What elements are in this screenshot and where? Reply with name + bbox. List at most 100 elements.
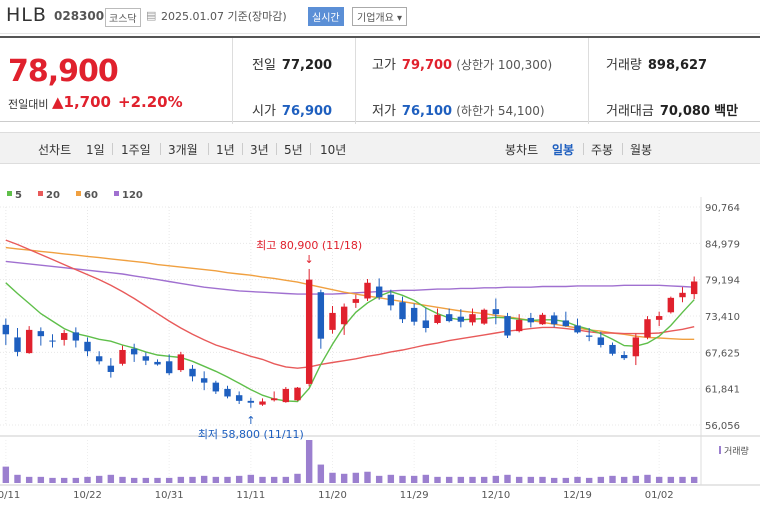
volume-bar bbox=[364, 471, 371, 483]
price-change: ▲1,700 bbox=[52, 93, 111, 111]
candle-body bbox=[469, 314, 476, 323]
tab-1w[interactable]: 1주일 bbox=[121, 143, 151, 157]
stock-name: HLB bbox=[6, 4, 47, 26]
y-tick-label: 73,410 bbox=[705, 312, 740, 323]
x-tick-label: 11/29 bbox=[400, 490, 429, 501]
tab-3y[interactable]: 3년 bbox=[250, 143, 269, 157]
tab-separator bbox=[160, 143, 161, 155]
stat-high-label: 고가 bbox=[372, 58, 396, 73]
tab-3m[interactable]: 3개월 bbox=[168, 143, 198, 157]
candle-body bbox=[562, 320, 570, 327]
volume-bar bbox=[84, 476, 91, 483]
candle-body bbox=[399, 302, 406, 320]
legend-swatch-ma60 bbox=[76, 191, 81, 196]
candle-body bbox=[60, 333, 68, 340]
candle-body bbox=[340, 306, 348, 325]
volume-bar bbox=[107, 474, 115, 483]
volume-bar bbox=[457, 476, 465, 483]
candle-body bbox=[212, 382, 220, 392]
price-summary: 78,900 전일대비 ▲1,700 +2.20% 전일 77,200 고가 79,… bbox=[0, 36, 760, 124]
tab-weekly[interactable]: 주봉 bbox=[591, 143, 614, 157]
volume-bar bbox=[212, 476, 220, 483]
tab-5y[interactable]: 5년 bbox=[284, 143, 303, 157]
candle-body bbox=[119, 349, 126, 364]
candle-body bbox=[480, 309, 488, 324]
candle-body bbox=[585, 335, 593, 337]
candle-body bbox=[632, 337, 640, 357]
tab-separator bbox=[583, 143, 584, 155]
candle-body bbox=[515, 319, 523, 332]
stat-amount-label: 거래대금 bbox=[606, 104, 654, 119]
candle-body bbox=[375, 286, 383, 298]
candle-body bbox=[224, 388, 231, 397]
compare-label: 전일대비 bbox=[8, 98, 49, 111]
candle-body bbox=[270, 398, 278, 401]
y-tick-label: 84,979 bbox=[705, 239, 740, 250]
low-arrow-icon: ↑ bbox=[246, 414, 255, 427]
volume-bar bbox=[200, 475, 208, 483]
candle-chart-label: 봉차트 bbox=[505, 143, 539, 157]
y-tick-label: 90,764 bbox=[705, 203, 740, 214]
stat-low-label: 저가 bbox=[372, 104, 396, 119]
volume-bar bbox=[352, 472, 360, 483]
candle-body bbox=[410, 307, 418, 322]
x-tick-label: 10/31 bbox=[155, 490, 184, 501]
tab-1d[interactable]: 1일 bbox=[86, 143, 105, 157]
volume-bar bbox=[189, 476, 196, 483]
candle-body bbox=[305, 279, 313, 384]
legend-label-ma5: 5 bbox=[15, 190, 22, 201]
candle-body bbox=[644, 319, 651, 338]
volume-bar bbox=[550, 477, 558, 483]
candle-body bbox=[679, 292, 686, 298]
tab-monthly[interactable]: 월봉 bbox=[630, 143, 653, 157]
tab-separator bbox=[310, 143, 311, 155]
candle-body bbox=[550, 315, 558, 325]
low-annotation: 최저 58,800 (11/11) bbox=[198, 428, 304, 441]
candle-body bbox=[200, 378, 208, 383]
volume-bar bbox=[235, 475, 243, 483]
tab-separator bbox=[276, 143, 277, 155]
candle-body bbox=[457, 316, 465, 322]
volume-bar bbox=[679, 476, 686, 483]
legend-label-ma60: 60 bbox=[84, 190, 98, 201]
divider bbox=[588, 38, 589, 124]
ma120-line bbox=[5, 260, 695, 295]
stat-prev: 전일 77,200 bbox=[252, 54, 332, 73]
volume-bar bbox=[422, 474, 430, 483]
tab-daily[interactable]: 일봉 bbox=[552, 143, 575, 157]
price-change-percent: +2.20% bbox=[118, 93, 183, 111]
candle-body bbox=[154, 361, 161, 365]
candle-body bbox=[387, 294, 395, 306]
stat-open: 시가 76,900 bbox=[252, 100, 332, 119]
x-tick-label: 10/11 bbox=[0, 490, 20, 501]
candle-body bbox=[37, 331, 45, 337]
realtime-button[interactable]: 실시간 bbox=[308, 7, 344, 26]
tab-10y[interactable]: 10년 bbox=[320, 143, 347, 157]
volume-bar bbox=[690, 476, 698, 483]
stat-volume-label: 거래량 bbox=[606, 58, 642, 73]
company-overview-button[interactable]: 기업개요 ▾ bbox=[352, 7, 407, 26]
candle-body bbox=[504, 316, 511, 336]
volume-bar bbox=[597, 476, 605, 483]
stat-low-value: 76,100 bbox=[401, 104, 453, 119]
stat-amount-value: 70,080 bbox=[659, 104, 711, 119]
volume-bar bbox=[247, 474, 255, 483]
volume-bar bbox=[72, 477, 80, 483]
stock-code: 028300 bbox=[54, 9, 105, 23]
tab-1y[interactable]: 1년 bbox=[216, 143, 235, 157]
volume-bar bbox=[95, 475, 103, 483]
candle-body bbox=[445, 314, 453, 322]
volume-bar bbox=[620, 476, 628, 483]
ma5-line bbox=[5, 282, 695, 403]
volume-bar bbox=[667, 476, 675, 483]
candle-body bbox=[527, 317, 535, 323]
volume-bar bbox=[434, 476, 441, 483]
candle-body bbox=[422, 320, 430, 328]
line-chart-label: 선차트 bbox=[38, 143, 72, 157]
stock-header: HLB 028300 코스닥 ▤ 2025.01.07 기준(장마감) 실시간 … bbox=[0, 0, 760, 34]
tab-separator bbox=[622, 143, 623, 155]
y-tick-label: 56,056 bbox=[705, 421, 740, 432]
candle-body bbox=[2, 324, 10, 335]
volume-bar bbox=[270, 476, 278, 483]
